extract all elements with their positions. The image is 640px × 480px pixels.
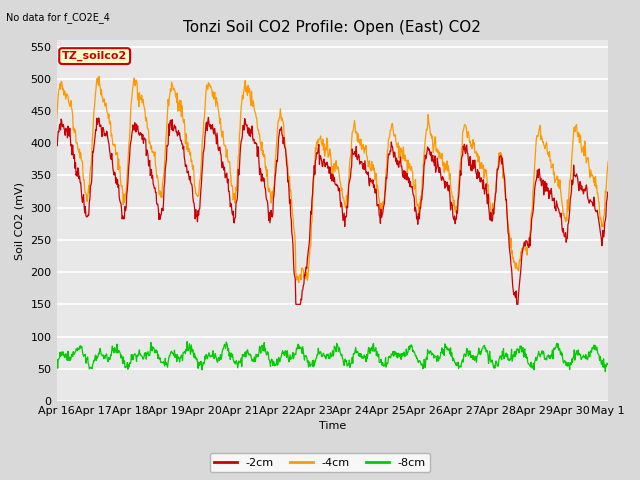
- Text: TZ_soilco2: TZ_soilco2: [62, 51, 127, 61]
- Legend: -2cm, -4cm, -8cm: -2cm, -4cm, -8cm: [210, 453, 430, 472]
- Title: Tonzi Soil CO2 Profile: Open (East) CO2: Tonzi Soil CO2 Profile: Open (East) CO2: [184, 20, 481, 35]
- X-axis label: Time: Time: [319, 421, 346, 432]
- Text: No data for f_CO2E_4: No data for f_CO2E_4: [6, 12, 110, 23]
- Y-axis label: Soil CO2 (mV): Soil CO2 (mV): [15, 181, 25, 260]
